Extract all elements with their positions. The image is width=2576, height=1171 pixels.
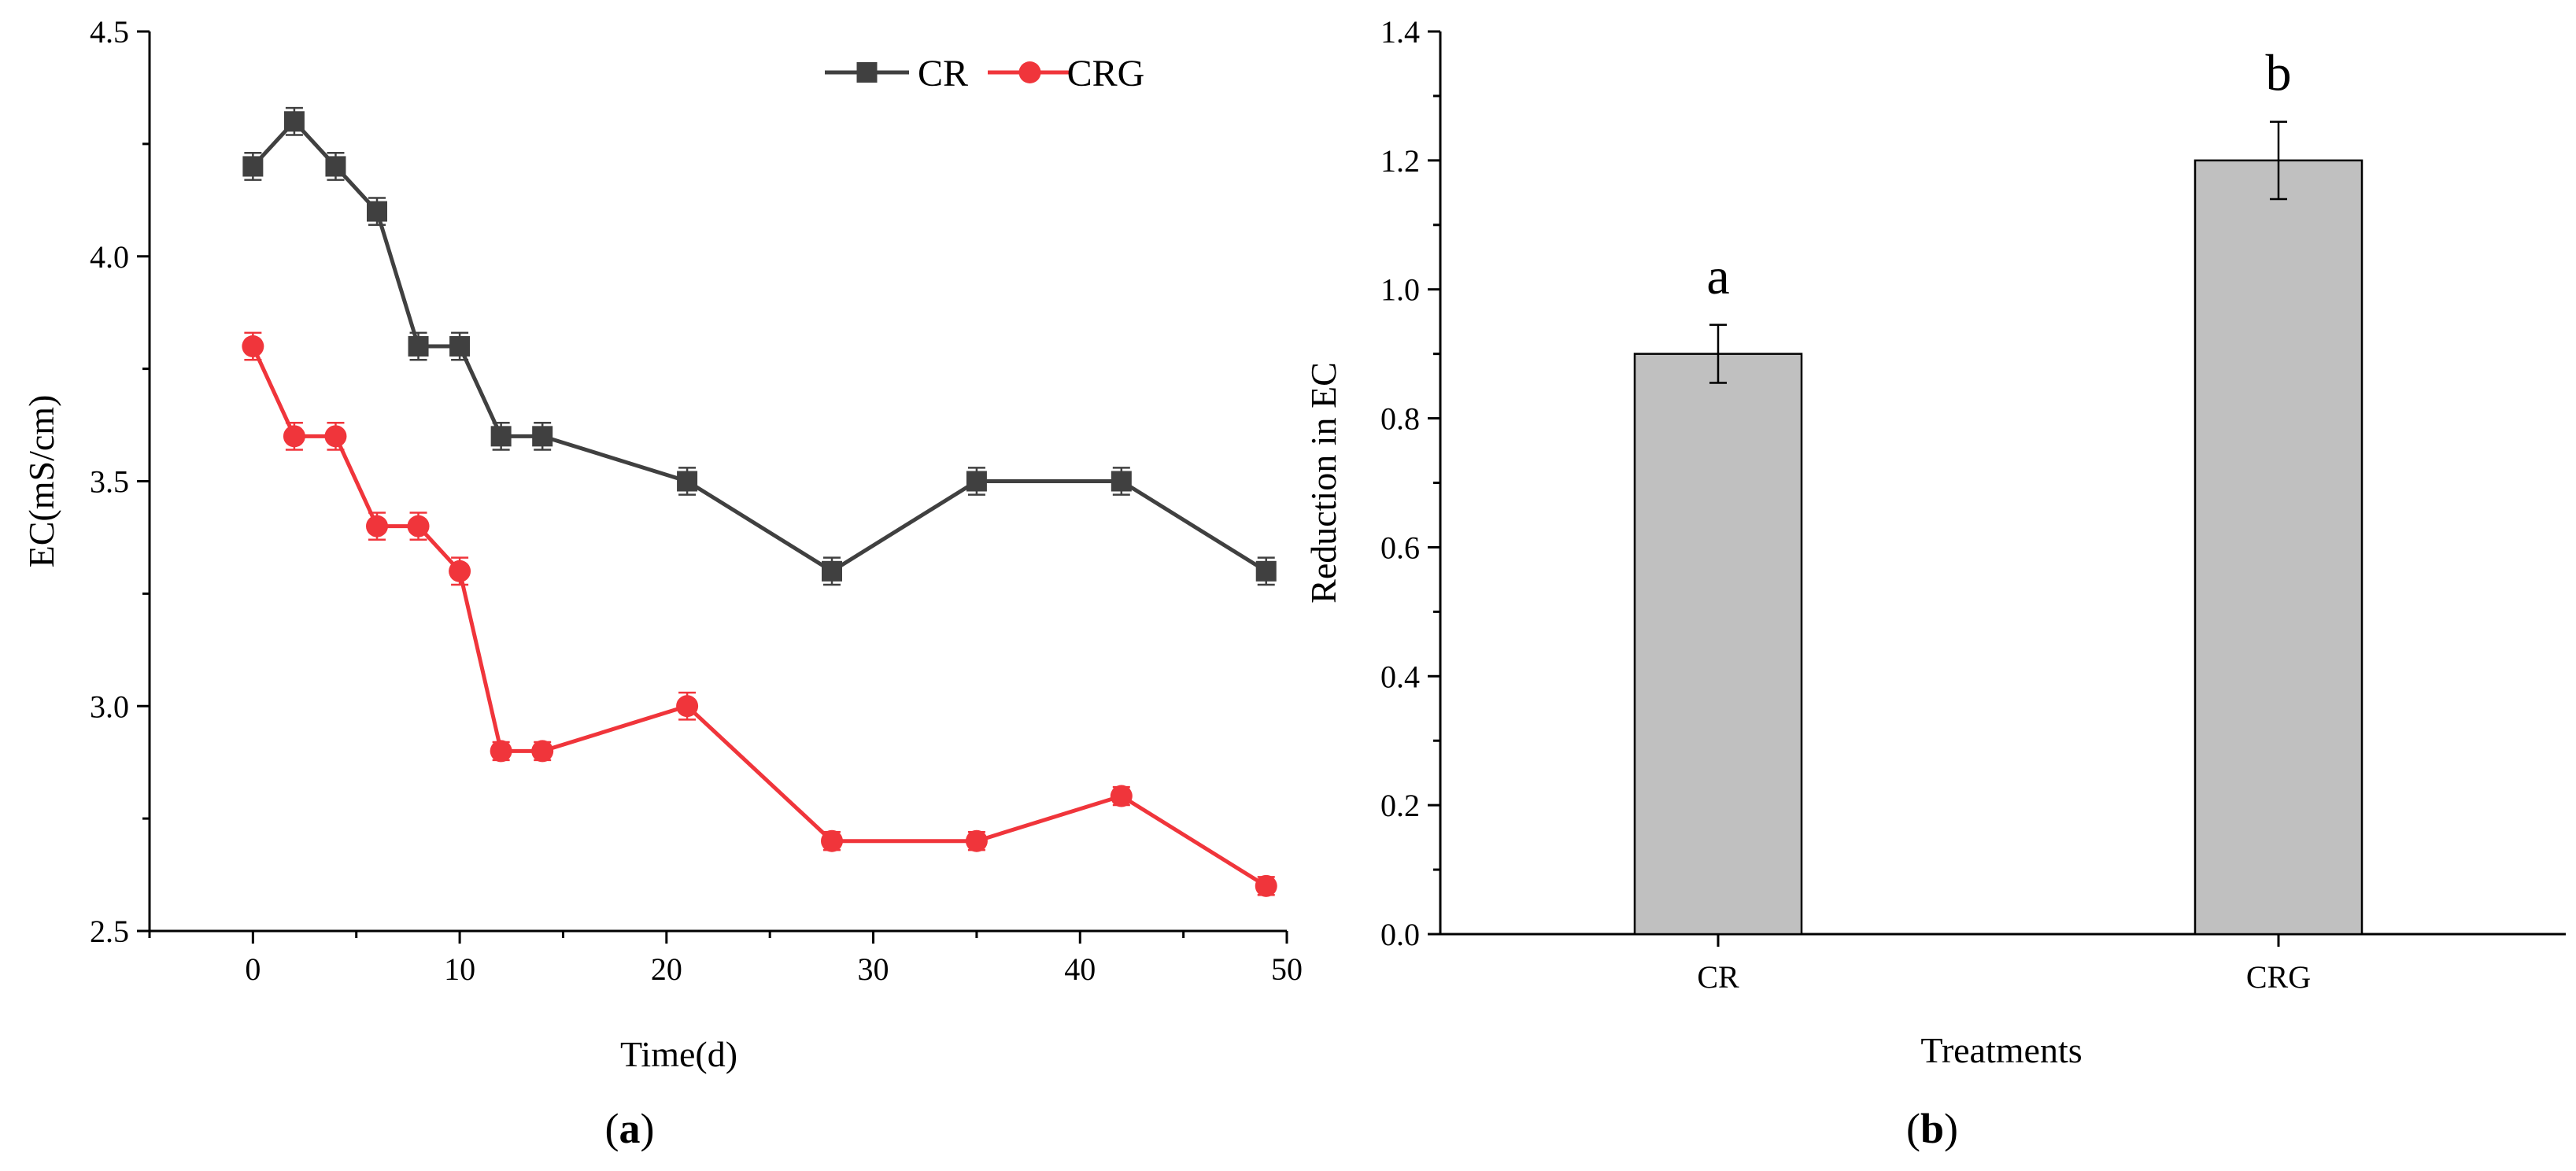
- legend-label-crg: CRG: [1067, 53, 1145, 94]
- data-point-cr: [367, 201, 387, 222]
- data-point-crg: [324, 425, 347, 448]
- y-tick-label: 0.6: [1380, 530, 1420, 565]
- y-tick-label: 0.8: [1380, 401, 1420, 437]
- x-axis-title: Treatments: [1920, 1030, 2082, 1070]
- data-point-crg: [366, 515, 388, 537]
- data-point-crg: [1255, 874, 1277, 897]
- y-tick-label: 2.5: [90, 914, 129, 949]
- data-point-cr: [532, 426, 553, 447]
- data-point-crg: [821, 829, 843, 852]
- panel-label-a: (a): [605, 1105, 655, 1152]
- data-point-crg: [407, 515, 430, 537]
- y-tick-label: 0.0: [1380, 917, 1420, 952]
- legend-label-cr: CR: [918, 53, 968, 94]
- x-tick-label: 0: [245, 951, 261, 987]
- bar-chart-panel-b: 0.0 0.2 0.4 0.6 0.8 1.0 1.2 1.4 CR a CRG b Treatment…: [1303, 14, 2566, 1152]
- legend-marker-crg: [1018, 61, 1041, 83]
- x-tick-label: CRG: [2246, 959, 2311, 995]
- y-axis-title: EC(mS/cm): [21, 395, 61, 568]
- data-point-cr: [325, 156, 346, 177]
- data-point-crg: [242, 335, 264, 358]
- x-tick-label: 40: [1064, 951, 1096, 987]
- panel-label-b: (b): [1906, 1105, 1958, 1152]
- data-point-cr: [677, 471, 698, 492]
- y-tick-label: 4.5: [90, 14, 129, 50]
- data-point-crg: [676, 695, 699, 718]
- legend-marker-cr: [856, 62, 878, 83]
- data-point-cr: [408, 336, 429, 357]
- data-point-cr: [1255, 560, 1277, 582]
- significance-letter: b: [2266, 45, 2292, 102]
- data-point-crg: [490, 740, 512, 763]
- y-tick-label: 1.4: [1380, 14, 1420, 50]
- y-tick-label: 0.2: [1380, 788, 1420, 823]
- series-line-cr: [251, 118, 1268, 574]
- data-point-crg: [531, 740, 554, 763]
- data-point-crg: [1110, 785, 1133, 807]
- data-point-cr: [1111, 471, 1132, 492]
- y-axis-title: Reduction in EC: [1303, 362, 1343, 604]
- data-point-crg: [283, 425, 305, 448]
- x-tick-label: 50: [1271, 951, 1303, 987]
- x-tick-label: 10: [444, 951, 475, 987]
- line-chart-panel-a: 2.5 3.0 3.5 4.0 4.5 0 10 20 30 40 50 Time(d) EC(mS/c…: [21, 14, 1303, 1152]
- data-point-cr: [449, 336, 471, 357]
- data-point-crg: [965, 829, 988, 852]
- data-point-cr: [822, 560, 842, 582]
- y-tick-label: 1.2: [1380, 143, 1420, 179]
- bar-cr: [1633, 353, 1803, 936]
- x-tick-label: 20: [651, 951, 682, 987]
- data-point-crg: [449, 560, 471, 582]
- y-tick-label: 3.5: [90, 464, 129, 500]
- x-tick-label: CR: [1697, 959, 1739, 995]
- y-tick-label: 3.0: [90, 689, 129, 724]
- data-point-cr: [242, 156, 264, 177]
- significance-letter: a: [1706, 248, 1729, 305]
- y-tick-label: 1.0: [1380, 272, 1420, 308]
- x-axis-title: Time(d): [620, 1034, 737, 1074]
- data-point-cr: [966, 471, 987, 492]
- data-point-cr: [490, 426, 512, 447]
- x-tick-label: 30: [858, 951, 889, 987]
- data-point-cr: [283, 111, 305, 132]
- y-tick-label: 0.4: [1380, 659, 1420, 694]
- y-tick-label: 4.0: [90, 239, 129, 275]
- bar-crg: [2193, 159, 2363, 936]
